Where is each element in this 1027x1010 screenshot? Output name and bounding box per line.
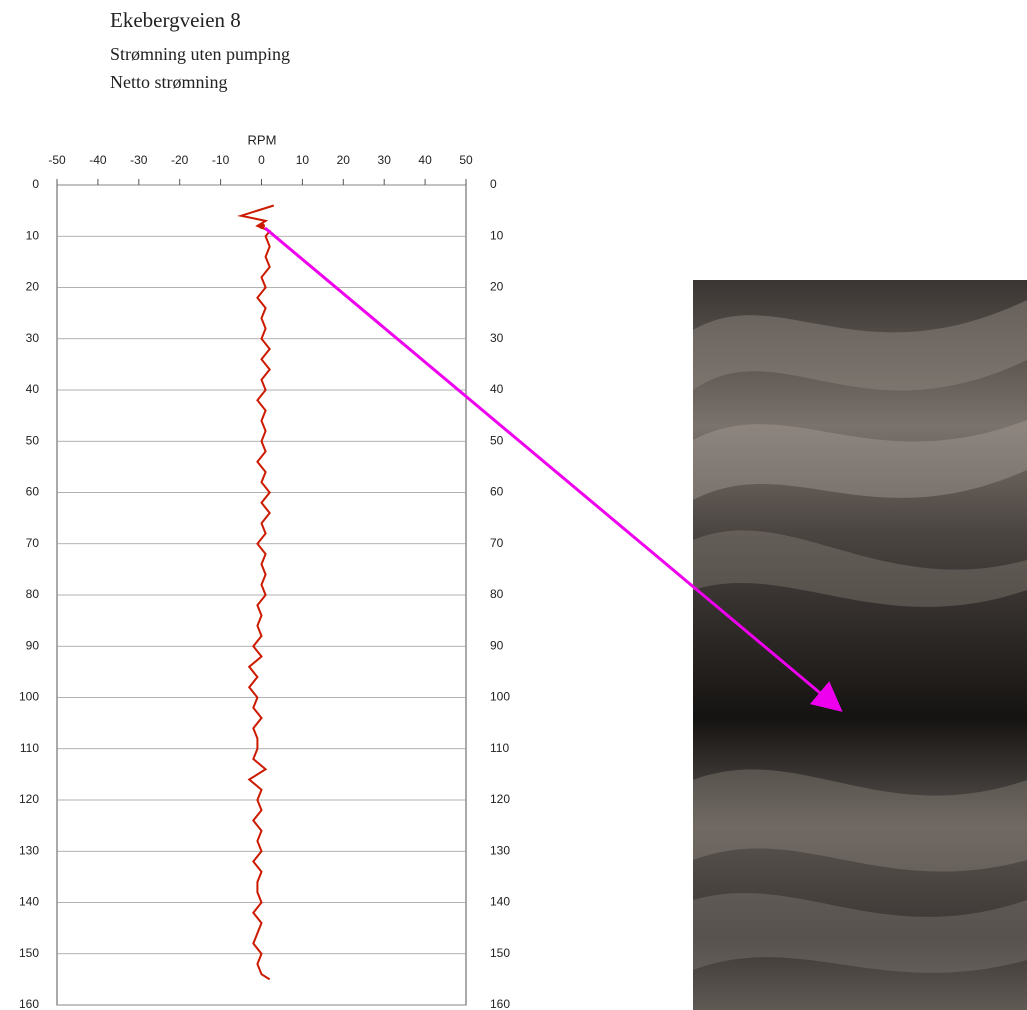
y-tick-label: 120 [19, 792, 39, 806]
x-tick-label: 20 [337, 153, 351, 167]
y-tick-label: 130 [19, 843, 39, 857]
x-tick-label: 10 [296, 153, 310, 167]
x-tick-label: -50 [48, 153, 66, 167]
x-tick-label: -30 [130, 153, 148, 167]
x-tick-label: 50 [459, 153, 473, 167]
x-tick-label: -10 [212, 153, 230, 167]
y-tick-label: 70 [490, 536, 504, 550]
x-tick-label: 40 [418, 153, 432, 167]
borehole-image [693, 280, 1027, 1010]
y-tick-label: 20 [490, 280, 504, 294]
subtitle: Netto strømning [110, 72, 228, 92]
y-tick-label: 160 [490, 997, 510, 1010]
y-tick-label: 100 [19, 690, 39, 704]
y-tick-label: 30 [490, 331, 504, 345]
x-tick-label: -40 [89, 153, 107, 167]
y-tick-label: 0 [490, 177, 497, 191]
y-tick-label: 20 [26, 280, 40, 294]
y-tick-label: 160 [19, 997, 39, 1010]
y-tick-label: 10 [26, 228, 40, 242]
subtitle: Strømning uten pumping [110, 44, 290, 64]
chart-title: Ekebergveien 8 [110, 8, 241, 32]
y-tick-label: 110 [20, 741, 39, 755]
x-tick-label: -20 [171, 153, 189, 167]
y-tick-label: 0 [32, 177, 39, 191]
x-tick-label: 30 [378, 153, 392, 167]
arrow [264, 226, 843, 712]
y-tick-label: 100 [490, 690, 510, 704]
y-tick-label: 60 [490, 485, 504, 499]
y-tick-label: 80 [26, 587, 40, 601]
data-line [237, 204, 275, 981]
y-tick-label: 150 [19, 946, 39, 960]
marker-dot [259, 223, 265, 229]
y-tick-label: 60 [26, 485, 40, 499]
y-tick-label: 40 [26, 382, 40, 396]
y-tick-label: 70 [26, 536, 40, 550]
y-tick-label: 30 [26, 331, 40, 345]
y-tick-label: 10 [490, 228, 504, 242]
y-tick-label: 90 [26, 638, 40, 652]
x-tick-label: 0 [258, 153, 265, 167]
y-tick-label: 120 [490, 792, 510, 806]
y-tick-label: 110 [490, 741, 509, 755]
y-tick-label: 150 [490, 946, 510, 960]
y-tick-label: 140 [490, 895, 510, 909]
y-tick-label: 90 [490, 638, 504, 652]
y-tick-label: 80 [490, 587, 504, 601]
y-tick-label: 50 [26, 433, 40, 447]
y-tick-label: 40 [490, 382, 504, 396]
x-axis-label: RPM [248, 132, 277, 147]
y-tick-label: 130 [490, 843, 510, 857]
y-tick-label: 140 [19, 895, 39, 909]
y-tick-label: 50 [490, 433, 504, 447]
